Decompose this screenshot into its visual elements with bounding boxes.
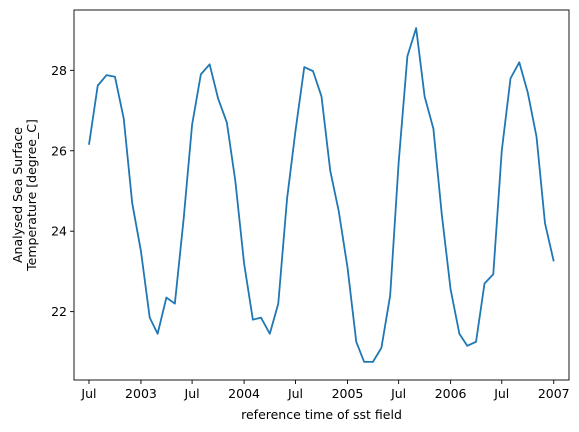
x-tick-label: Jul [287,386,303,401]
axis-ticks: Jul 2003 Jul 2004 Jul 2005 Jul 2006 Jul 2007 22 24 2… [51,63,570,401]
y-tick-label: 24 [51,224,67,239]
series-line-sst [88,27,555,363]
y-axis-label-line: Temperature [degree_C] [24,119,39,272]
x-tick-label: Jul [493,386,509,401]
x-tick-label: 2006 [435,386,467,401]
y-axis-label-line: Analysed Sea Surface [10,127,25,263]
y-axis-label: Analysed Sea SurfaceTemperature [degree_… [10,119,39,272]
y-tick-label: 26 [51,143,67,158]
x-tick-label: Jul [80,386,96,401]
y-tick-label: 22 [51,304,67,319]
x-tick-label: 2003 [125,386,157,401]
x-tick-label: 2005 [332,386,364,401]
x-axis-label: reference time of sst field [241,407,402,422]
x-tick-label: 2007 [538,386,570,401]
x-tick-label: Jul [184,386,200,401]
x-tick-label: Jul [390,386,406,401]
y-tick-label: 28 [51,63,67,78]
plot-area-frame [73,9,570,381]
x-tick-label: 2004 [228,386,260,401]
